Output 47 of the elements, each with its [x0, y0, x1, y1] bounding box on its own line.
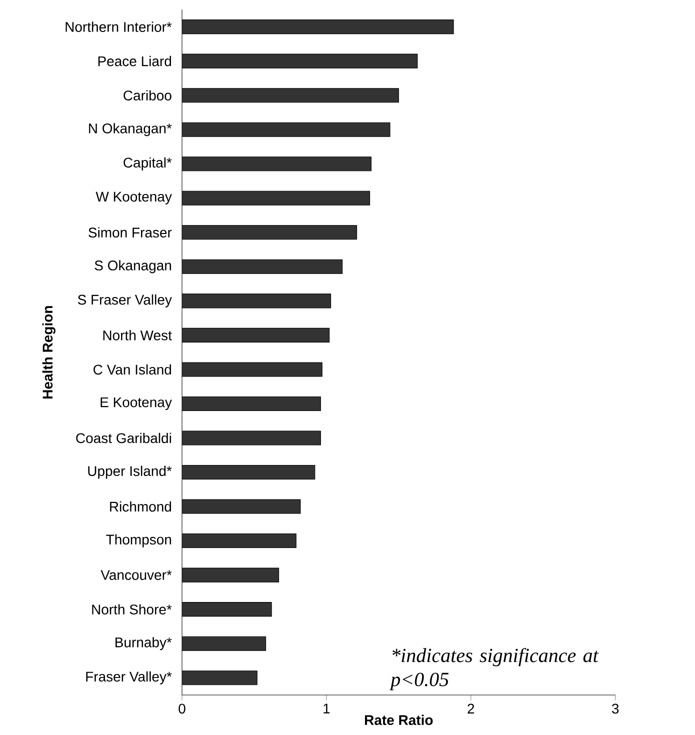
- bar: [182, 122, 390, 137]
- y-tick-label: Northern Interior*: [66, 22, 172, 32]
- y-tick-label: Simon Fraser: [88, 227, 172, 238]
- bar: [182, 88, 399, 103]
- bar: [182, 464, 316, 480]
- y-tick-label: E Kootenay: [100, 397, 172, 410]
- bar: [182, 430, 321, 446]
- bar: [182, 190, 370, 206]
- bar: [182, 670, 258, 686]
- y-tick-label: Coast Garibaldi: [76, 432, 171, 444]
- y-tick-label: Peace Liard: [98, 56, 172, 66]
- bar: [182, 568, 280, 582]
- y-tick-label: W Kootenay: [96, 192, 172, 204]
- y-tick-label: North West: [103, 330, 172, 340]
- bar: [182, 328, 330, 342]
- y-tick-label: N Okanagan*: [89, 123, 172, 136]
- bar: [182, 636, 266, 651]
- bar: [182, 534, 296, 548]
- y-tick-label: Burnaby*: [116, 637, 172, 650]
- y-tick-label: C Van Island: [94, 364, 172, 375]
- y-tick-label: S Okanagan: [94, 260, 172, 274]
- x-tick-label: 3: [612, 704, 619, 714]
- bar: [182, 602, 272, 617]
- y-tick-label: Cariboo: [124, 90, 172, 100]
- y-tick-label: S Fraser Valley: [78, 294, 172, 308]
- bar: [182, 259, 343, 274]
- bar: [182, 20, 454, 34]
- bar: [182, 54, 418, 68]
- y-tick-label: North Shore*: [92, 604, 172, 614]
- y-tick-label: Vancouver*: [100, 570, 172, 580]
- y-tick-label: Capital*: [124, 157, 172, 170]
- x-tick-label: 1: [324, 704, 330, 714]
- bar: [182, 294, 332, 308]
- bar: [182, 156, 372, 172]
- y-tick-label: Thompson: [106, 534, 172, 548]
- x-axis-title: Rate Ratio: [364, 714, 433, 726]
- bar: [182, 362, 322, 377]
- x-tick-label: 0: [178, 704, 186, 714]
- bar: [182, 396, 321, 411]
- bar: [182, 499, 301, 514]
- y-axis-title: Health Region: [42, 306, 56, 398]
- y-tick-label: Fraser Valley*: [86, 671, 172, 684]
- y-tick-label: Upper Island*: [88, 466, 172, 479]
- bar: [182, 225, 358, 240]
- annotation: *indicates significance at p<0.05: [389, 648, 599, 690]
- x-tick-label: 2: [468, 704, 474, 714]
- y-tick-label: Richmond: [110, 501, 172, 512]
